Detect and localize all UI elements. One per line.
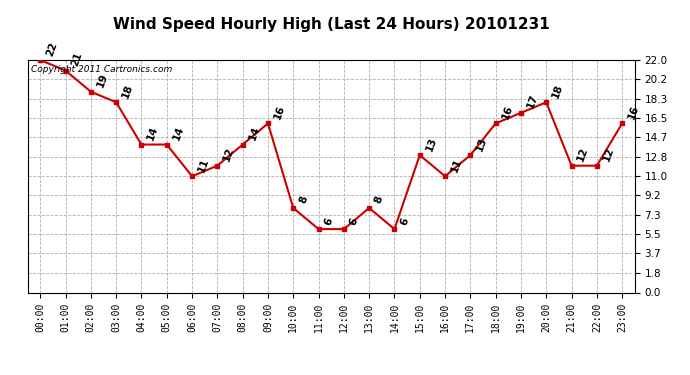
Text: 16: 16 bbox=[500, 104, 514, 121]
Text: 16: 16 bbox=[272, 104, 286, 121]
Text: 6: 6 bbox=[348, 216, 360, 226]
Text: 19: 19 bbox=[95, 72, 109, 89]
Text: 12: 12 bbox=[575, 146, 590, 163]
Text: 14: 14 bbox=[171, 124, 186, 142]
Text: 18: 18 bbox=[551, 82, 565, 99]
Text: 6: 6 bbox=[399, 216, 411, 226]
Text: 12: 12 bbox=[221, 146, 236, 163]
Text: 14: 14 bbox=[247, 124, 262, 142]
Text: Wind Speed Hourly High (Last 24 Hours) 20101231: Wind Speed Hourly High (Last 24 Hours) 2… bbox=[113, 17, 549, 32]
Text: 11: 11 bbox=[449, 156, 464, 174]
Text: 11: 11 bbox=[196, 156, 210, 174]
Text: 17: 17 bbox=[525, 93, 540, 110]
Text: 18: 18 bbox=[120, 82, 135, 99]
Text: 14: 14 bbox=[146, 124, 160, 142]
Text: 16: 16 bbox=[627, 104, 641, 121]
Text: 13: 13 bbox=[424, 135, 438, 152]
Text: 12: 12 bbox=[601, 146, 615, 163]
Text: Copyright 2011 Cartronics.com: Copyright 2011 Cartronics.com bbox=[30, 64, 172, 74]
Text: 8: 8 bbox=[297, 195, 309, 205]
Text: 13: 13 bbox=[475, 135, 489, 152]
Text: 8: 8 bbox=[373, 195, 385, 205]
Text: 6: 6 bbox=[323, 216, 335, 226]
Text: 22: 22 bbox=[44, 40, 59, 57]
Text: 21: 21 bbox=[70, 51, 84, 68]
